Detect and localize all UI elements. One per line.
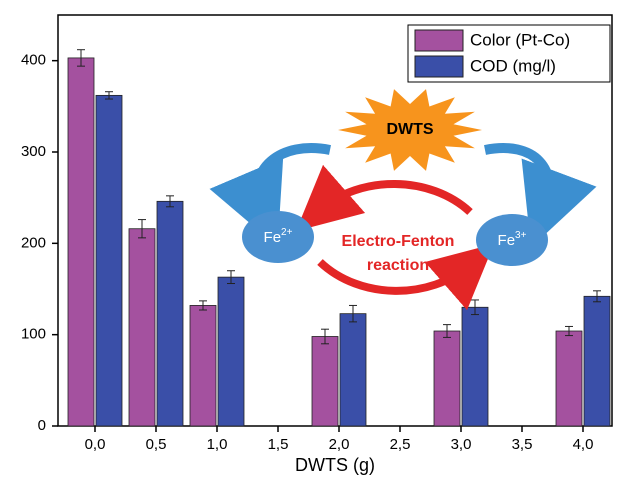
- bar: [157, 201, 183, 426]
- bar: [312, 336, 338, 426]
- bar: [340, 314, 366, 426]
- arrow: [485, 148, 549, 210]
- bar: [68, 58, 94, 426]
- x-tick-label: 0,5: [146, 436, 167, 453]
- x-tick-label: 4,0: [573, 436, 594, 453]
- x-tick-label: 0,0: [85, 436, 106, 453]
- source-label: DWTS: [386, 121, 433, 138]
- bar: [462, 307, 488, 426]
- y-tick-label: 100: [21, 326, 46, 343]
- x-tick-label: 3,5: [512, 436, 533, 453]
- y-tick-label: 300: [21, 143, 46, 160]
- x-tick-label: 3,0: [451, 436, 472, 453]
- legend-label: COD (mg/l): [470, 56, 556, 75]
- inset-diagram: Fe2+ Fe3+ Electro-Fenton reaction DWTS: [242, 89, 549, 291]
- legend-label: Color (Pt-Co): [470, 30, 570, 49]
- bar: [129, 229, 155, 426]
- bar: [218, 277, 244, 426]
- arrow: [320, 184, 470, 212]
- y-tick-label: 200: [21, 234, 46, 251]
- reaction-label: reaction: [367, 257, 429, 274]
- x-axis-label: DWTS (g): [295, 455, 375, 475]
- legend-swatch: [415, 56, 463, 77]
- y-tick-label: 0: [38, 417, 46, 434]
- legend-swatch: [415, 30, 463, 51]
- x-tick-label: 1,0: [207, 436, 228, 453]
- reaction-label: Electro-Fenton: [342, 233, 455, 250]
- bar: [190, 305, 216, 426]
- chart: 0 100 200 300 400 0,0 0,5 1,0 1,5 2,0 2,5 3,0 3,5 4,0…: [0, 0, 620, 490]
- x-tick-label: 2,5: [390, 436, 411, 453]
- arrow: [258, 148, 330, 210]
- bar: [96, 95, 122, 426]
- x-tick-label: 1,5: [268, 436, 289, 453]
- bar: [584, 296, 610, 426]
- page: 0 100 200 300 400 0,0 0,5 1,0 1,5 2,0 2,5 3,0 3,5 4,0…: [0, 0, 620, 495]
- bar: [434, 331, 460, 426]
- y-tick-label: 400: [21, 52, 46, 69]
- x-tick-label: 2,0: [329, 436, 350, 453]
- bar: [556, 331, 582, 426]
